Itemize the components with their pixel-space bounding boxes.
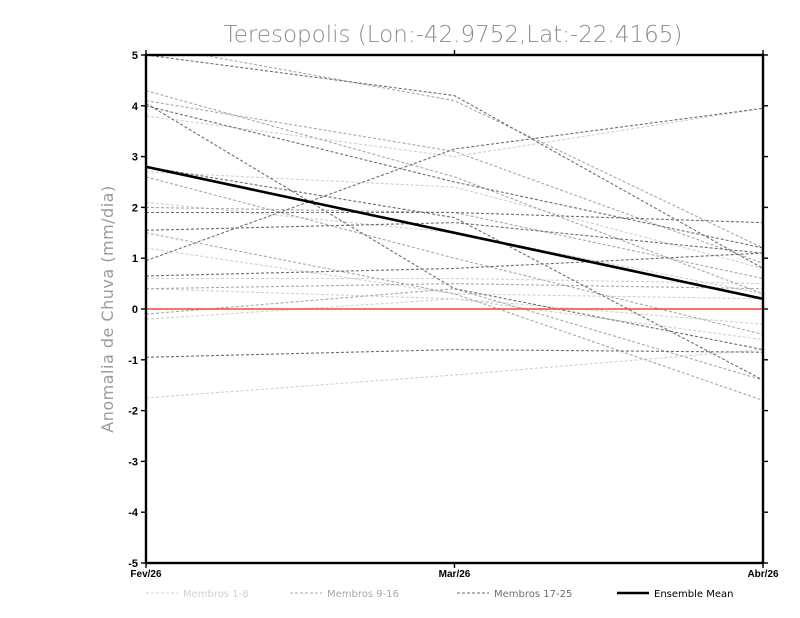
member-series-line (146, 298, 763, 341)
member-series-line (146, 107, 763, 158)
legend-label: Ensemble Mean (654, 589, 733, 600)
y-axis-label: Anomalia de Chuva (mm/dia) (98, 185, 117, 432)
member-series-line (146, 349, 763, 358)
legend-label: Membros 17-25 (494, 589, 572, 600)
member-series-line (146, 211, 763, 224)
y-tick-label: -2 (128, 406, 138, 418)
y-tick-label: -5 (128, 558, 138, 570)
member-series-line (146, 171, 763, 269)
x-tick-label: Mar/26 (439, 569, 471, 580)
x-tick-label: Abr/26 (747, 569, 779, 580)
legend: Membros 1-8 Membros 9-16 Membros 17-25 Ense… (146, 589, 733, 600)
series-layer (146, 55, 763, 401)
member-series-line (146, 232, 763, 401)
member-series-line (146, 349, 763, 399)
ensemble-mean-line (146, 165, 763, 301)
member-series-line (146, 107, 763, 262)
member-series-line (146, 206, 763, 280)
member-series-line (146, 105, 763, 249)
y-tick-label: 0 (132, 304, 138, 316)
y-tick-label: -1 (128, 355, 138, 367)
member-series-line (146, 252, 763, 277)
member-series-line (146, 283, 763, 290)
member-series-line (146, 222, 763, 254)
member-series-line (146, 277, 763, 285)
y-tick-label: 5 (132, 50, 138, 62)
y-tick-label: 4 (132, 101, 139, 113)
y-tick-label: 3 (132, 152, 138, 164)
member-series-line (199, 55, 763, 249)
x-tick-label: Fev/26 (130, 569, 162, 580)
legend-label: Membros 9-16 (327, 589, 399, 600)
legend-label: Membros 1-8 (183, 589, 249, 600)
member-series-line (146, 176, 763, 335)
y-tick-label: 2 (132, 202, 138, 214)
member-series-line (146, 55, 763, 269)
member-series-line (146, 90, 763, 295)
y-tick-label: -4 (128, 507, 139, 519)
member-series-line (146, 166, 763, 381)
member-series-line (146, 288, 763, 325)
chart-title: Teresopolis (Lon:-42.9752,Lat:-22.4165) (224, 22, 683, 48)
member-series-line (146, 288, 763, 381)
member-series-line (146, 100, 763, 264)
y-tick-label: 1 (132, 253, 138, 265)
y-tick-label: -3 (128, 456, 138, 468)
member-series-line (146, 247, 763, 300)
